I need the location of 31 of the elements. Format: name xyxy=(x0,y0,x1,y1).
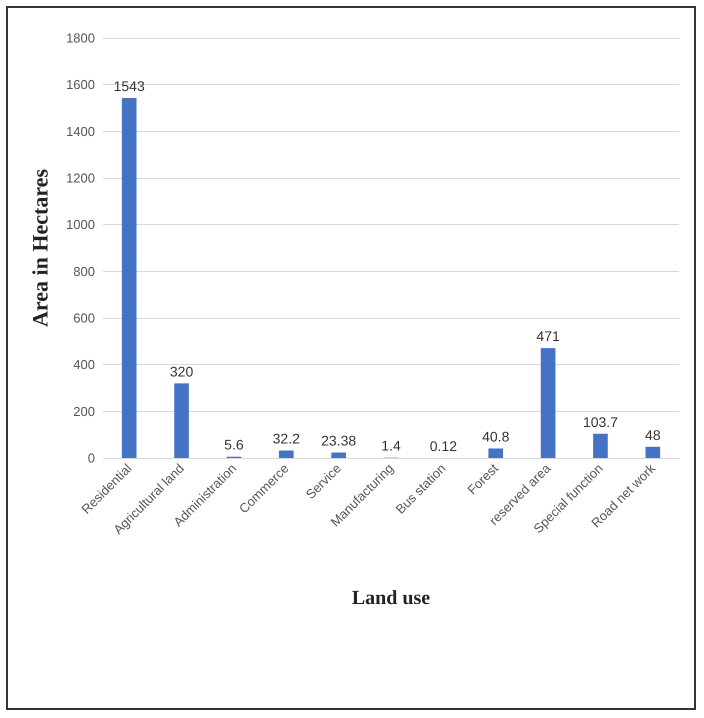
data-label: 48 xyxy=(645,426,661,443)
data-label: 1543 xyxy=(114,78,145,94)
y-tick-label: 200 xyxy=(73,404,95,419)
bar xyxy=(645,446,660,458)
x-axis-title: Land use xyxy=(352,587,430,609)
data-label: 23.38 xyxy=(321,432,356,449)
y-tick-label: 1600 xyxy=(66,77,95,92)
y-tick-label: 0 xyxy=(88,450,95,466)
data-label: 471 xyxy=(536,328,560,344)
data-label: 320 xyxy=(170,363,194,380)
y-tick-label: 1200 xyxy=(66,170,95,186)
data-label: 103.7 xyxy=(582,414,618,430)
y-tick-label: 1800 xyxy=(66,30,95,46)
data-label: 1.4 xyxy=(381,438,401,454)
bar xyxy=(331,452,346,458)
y-tick-label: 600 xyxy=(73,310,95,326)
bar xyxy=(278,450,294,458)
data-label: 40.8 xyxy=(482,428,510,444)
data-label: 0.12 xyxy=(430,438,458,454)
bar xyxy=(593,434,608,458)
bar xyxy=(174,383,189,458)
bar xyxy=(540,348,556,458)
data-label: 5.6 xyxy=(224,436,244,453)
data-label: 32.2 xyxy=(272,430,300,446)
bar xyxy=(488,448,504,458)
y-tick-label: 400 xyxy=(73,357,95,372)
y-tick-label: 1000 xyxy=(66,217,95,232)
y-tick-label: 800 xyxy=(73,264,95,279)
bar xyxy=(122,98,137,458)
y-tick-label: 1400 xyxy=(66,124,95,139)
y-axis-title: Area in Hectares xyxy=(28,168,52,328)
